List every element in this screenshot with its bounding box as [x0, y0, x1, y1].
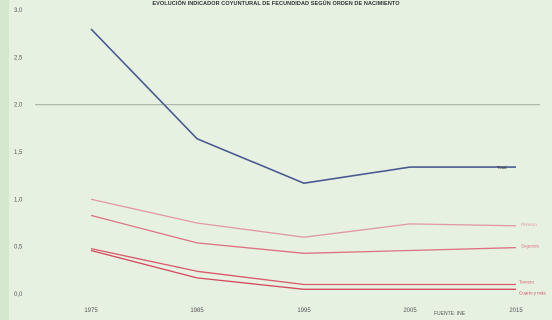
series-label: Total	[497, 165, 507, 170]
x-tick-label: 1975	[84, 308, 98, 314]
y-axis: 0,0 0,5 1,0 1,5 2,0 2,5 3,0	[14, 8, 23, 298]
series-line	[90, 214, 517, 254]
series-group	[90, 28, 517, 290]
y-tick-label: 3,0	[14, 8, 23, 14]
series-line	[90, 198, 517, 238]
series-label: Segundo	[521, 244, 540, 249]
series-line	[90, 28, 516, 184]
y-tick-label: 2,5	[14, 55, 23, 61]
x-tick-label: 1995	[297, 308, 311, 314]
y-tick-label: 1,0	[14, 197, 23, 203]
x-tick-label: 2005	[403, 308, 417, 314]
left-strip	[0, 0, 9, 320]
series-line	[90, 249, 516, 290]
x-tick-label: 1985	[190, 308, 204, 314]
series-label: Cuarto y más	[519, 290, 547, 295]
x-tick-label: 2015	[509, 308, 523, 314]
series-line	[90, 247, 516, 286]
y-tick-label: 0,0	[14, 292, 23, 298]
source-note: FUENTE: INE	[434, 311, 466, 317]
chart-title: EVOLUCIÓN INDICADOR COYUNTURAL DE FECUND…	[152, 1, 400, 7]
y-tick-label: 1,5	[14, 150, 23, 156]
series-label: Tercero	[519, 280, 535, 285]
series-labels: Total Primero Segundo Tercero Cuarto y más	[497, 165, 547, 295]
x-axis: 1975 1985 1995 2005 2015	[84, 308, 523, 314]
y-tick-label: 2,0	[14, 103, 23, 109]
y-tick-label: 0,5	[14, 245, 23, 251]
series-label: Primero	[521, 222, 537, 227]
